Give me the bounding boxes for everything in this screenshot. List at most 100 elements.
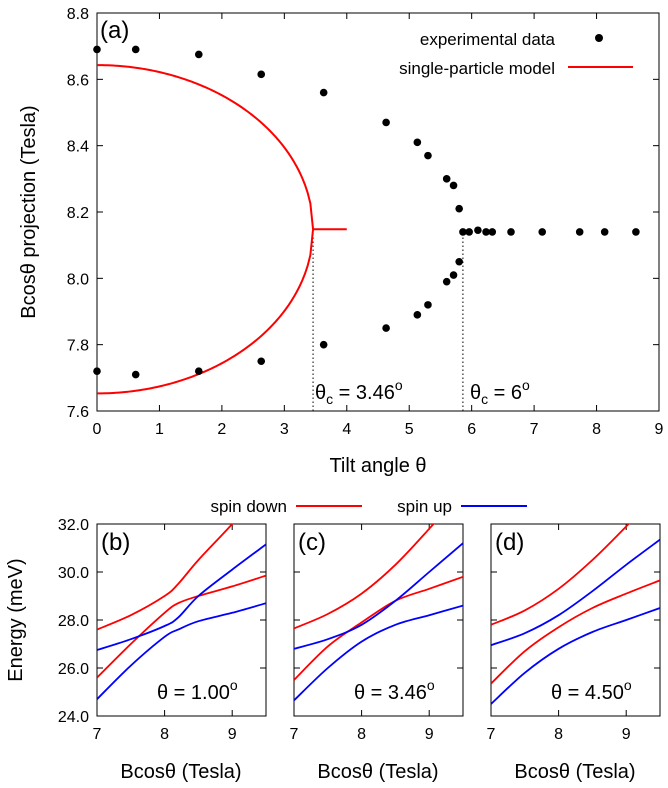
panel-a-xtick-label: 2 — [217, 421, 226, 438]
data-point — [424, 301, 432, 309]
panel-c-ticks: 7 8 9 — [290, 523, 463, 743]
panel-b-ticks: 7 8 9 24.0 26.0 28.0 30.0 32.0 — [58, 517, 266, 743]
data-point — [424, 151, 432, 160]
panel-a-xtick-label: 6 — [467, 421, 476, 438]
panel-a-ticks: 0 1 2 3 4 5 6 7 8 9 7.6 7.8 8.0 8.2 8.4 8.6 8.8 — [67, 6, 664, 438]
panel-b-plot: 7 8 9 24.0 26.0 28.0 30.0 32.0 (b) θ = 1.00o Bc… — [5, 517, 267, 783]
panel-d-xlabel: Bcosθ (Tesla) — [514, 761, 635, 783]
model-lower-branch — [96, 229, 315, 395]
panel-b-spin-down-line — [97, 524, 234, 631]
panel-a-legend: experimental data single-particle model — [399, 30, 633, 78]
panel-d-plot: 7 8 9 (d) θ = 4.50o Bcosθ (Tesla) — [487, 523, 661, 783]
panel-a-ytick-label: 7.8 — [67, 338, 89, 355]
panel-c-xtick-label: 8 — [357, 726, 366, 743]
data-point — [600, 228, 609, 236]
data-point — [449, 181, 458, 190]
annotation-theta-c1: θc = 3.46o — [315, 377, 403, 407]
data-point — [413, 138, 422, 147]
data-point — [131, 45, 140, 54]
panel-b-ytick-label: 26.0 — [58, 661, 89, 678]
panel-b-ytick-label: 28.0 — [58, 613, 89, 630]
panel-d-xtick-label: 8 — [554, 726, 563, 743]
panel-a-ytick-label: 8.8 — [67, 6, 89, 23]
data-point — [538, 228, 547, 236]
data-point — [382, 324, 390, 332]
panel-d-spin-up-line — [491, 538, 660, 647]
panel-a-ytick-label: 8.0 — [67, 271, 89, 288]
data-point — [474, 226, 482, 235]
panel-c-label: (c) — [298, 529, 326, 556]
data-point — [465, 228, 473, 236]
panel-d-annotation-text: θ = 4.50 — [551, 682, 624, 704]
panel-d-annotation: θ = 4.50o — [551, 677, 632, 704]
annotation-theta-c1-main: θ — [315, 382, 326, 404]
data-point — [575, 228, 584, 236]
panel-c-spin-up-line — [294, 604, 463, 702]
panel-a-ylabel: Bcosθ projection (Tesla) — [18, 105, 40, 318]
panel-d-ticks: 7 8 9 — [487, 523, 660, 743]
panel-a-ytick-label: 8.2 — [67, 205, 89, 222]
panel-d-xtick-label: 9 — [622, 726, 631, 743]
panel-a-plot: 0 1 2 3 4 5 6 7 8 9 7.6 7.8 8.0 8.2 8.4 8.6 8.8 (a) Tilt… — [18, 6, 664, 477]
data-point — [93, 45, 101, 54]
annotation-theta-c2-sub: c — [481, 391, 488, 407]
annotation-theta-c2: θc = 6o — [470, 377, 530, 407]
data-point — [482, 228, 490, 236]
annotation-theta-c1-rest: = 3.46 — [333, 382, 395, 404]
panel-c-xtick-label: 7 — [290, 726, 299, 743]
panel-c-xlabel: Bcosθ (Tesla) — [317, 761, 438, 783]
panel-b-spin-up-line — [97, 543, 266, 651]
panel-d-label: (d) — [495, 529, 524, 556]
bottom-legend: spin down spin up — [210, 497, 527, 516]
panel-a-label: (a) — [100, 17, 129, 44]
panel-a-xtick-label: 3 — [280, 421, 289, 438]
legend-spin-down-label: spin down — [210, 497, 287, 516]
data-point — [442, 277, 451, 286]
panel-b-annotation-sup: o — [230, 677, 238, 693]
panel-b-label: (b) — [101, 529, 130, 556]
data-point — [257, 357, 266, 366]
panel-a-ytick-label: 7.6 — [67, 404, 89, 421]
annotation-theta-c2-main: θ — [470, 382, 481, 404]
panel-c-spin-up-line — [294, 542, 463, 650]
data-point — [257, 70, 266, 79]
panel-c-annotation: θ = 3.46o — [354, 677, 435, 704]
data-point — [93, 367, 101, 376]
data-point — [131, 370, 140, 379]
panel-a-model-curve — [96, 64, 347, 395]
panel-d-spin-up-line — [491, 607, 660, 705]
data-point — [194, 367, 203, 376]
panel-c-xtick-label: 9 — [425, 726, 434, 743]
data-point — [319, 340, 328, 349]
panel-a-xtick-label: 8 — [592, 421, 601, 438]
panel-a-ytick-label: 8.4 — [67, 139, 89, 156]
data-point — [459, 228, 467, 236]
panel-b-ylabel: Energy (meV) — [5, 558, 27, 681]
panel-d-spin-down-line — [491, 579, 660, 685]
data-point — [413, 311, 422, 319]
panel-a-frame — [96, 12, 660, 412]
panel-b-ytick-label: 32.0 — [58, 517, 89, 534]
data-point — [382, 118, 390, 127]
panel-b-ytick-label: 30.0 — [58, 565, 89, 582]
panel-a-xtick-label: 1 — [155, 421, 164, 438]
legend-model-label: single-particle model — [399, 59, 555, 78]
data-point — [449, 271, 458, 279]
panel-a-xtick-label: 9 — [655, 421, 664, 438]
annotation-theta-c2-sup: o — [522, 377, 530, 393]
panel-d-energy-lines — [491, 524, 660, 705]
data-point — [632, 228, 640, 236]
data-point — [507, 228, 515, 236]
panel-c-spin-down-line — [294, 575, 463, 681]
panel-b-energy-lines — [97, 524, 266, 700]
panel-a-xtick-label: 4 — [342, 421, 351, 438]
data-point — [442, 175, 451, 183]
panel-b-annotation-text: θ = 1.00 — [157, 682, 230, 704]
panel-a-xtick-label: 7 — [530, 421, 539, 438]
panel-a-ytick-label: 8.6 — [67, 72, 89, 89]
panel-d-xtick-label: 7 — [487, 726, 496, 743]
panel-b-xtick-label: 9 — [228, 726, 237, 743]
legend-experimental-label: experimental data — [420, 30, 556, 49]
panel-a-xtick-label: 0 — [93, 421, 102, 438]
panel-d-annotation-sup: o — [624, 677, 632, 693]
